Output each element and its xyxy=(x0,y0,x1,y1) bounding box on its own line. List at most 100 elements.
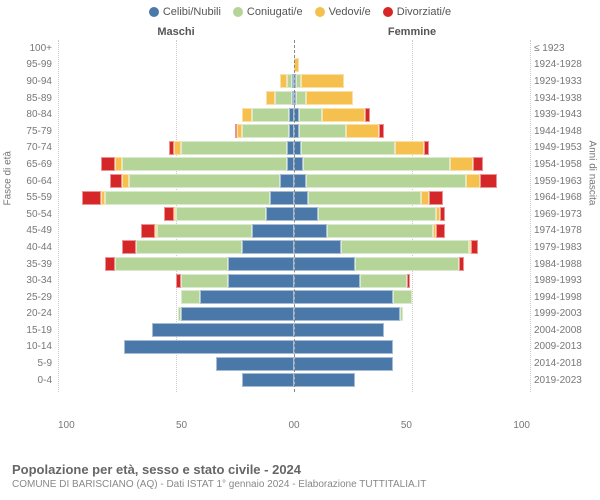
bar-segment xyxy=(429,191,443,205)
footer-title: Popolazione per età, sesso e stato civil… xyxy=(12,462,588,477)
legend-item: Divorziati/e xyxy=(383,6,451,18)
bar-segment xyxy=(318,207,436,221)
male-bar xyxy=(58,191,294,205)
x-tick: 50 xyxy=(176,420,187,434)
bar-segment xyxy=(400,307,402,321)
age-band-label: 85-89 xyxy=(8,93,52,104)
age-band-label: 45-49 xyxy=(8,225,52,236)
birth-year-label: 1924-1928 xyxy=(534,59,592,70)
bar-segment xyxy=(105,257,114,271)
birth-year-label: 1929-1933 xyxy=(534,76,592,87)
female-bar xyxy=(294,141,530,155)
female-bar xyxy=(294,91,530,105)
age-band-label: 40-44 xyxy=(8,242,52,253)
bar-segment xyxy=(181,274,228,288)
birth-year-label: 2009-2013 xyxy=(534,341,592,352)
chart-container: Celibi/NubiliConiugati/eVedovi/eDivorzia… xyxy=(0,0,600,500)
female-bar xyxy=(294,108,530,122)
bar-segment xyxy=(341,240,468,254)
male-bar xyxy=(58,141,294,155)
birth-year-label: 1969-1973 xyxy=(534,209,592,220)
male-bar xyxy=(58,108,294,122)
male-bar xyxy=(58,174,294,188)
birth-year-label: 1984-1988 xyxy=(534,259,592,270)
birth-year-label: ≤ 1923 xyxy=(534,43,592,54)
male-bar xyxy=(58,58,294,72)
bar-segment xyxy=(299,124,346,138)
bar-segment xyxy=(346,124,379,138)
bar-segment xyxy=(252,224,294,238)
birth-year-label: 1974-1978 xyxy=(534,225,592,236)
male-bar xyxy=(58,340,294,354)
bar-segment xyxy=(365,108,370,122)
birth-year-label: 1954-1958 xyxy=(534,159,592,170)
bar-segment xyxy=(294,373,355,387)
male-bar xyxy=(58,207,294,221)
bar-segment xyxy=(181,290,200,304)
bar-segment xyxy=(176,207,266,221)
female-bar xyxy=(294,323,530,337)
birth-year-label: 1994-1998 xyxy=(534,292,592,303)
bar-segment xyxy=(266,91,275,105)
bar-segment xyxy=(294,224,327,238)
bar-segment xyxy=(327,224,433,238)
bar-segment xyxy=(294,207,318,221)
bar-segment xyxy=(228,257,294,271)
bar-segment xyxy=(82,191,101,205)
age-band-label: 75-79 xyxy=(8,126,52,137)
bar-segment xyxy=(280,74,287,88)
birth-year-label: 1979-1983 xyxy=(534,242,592,253)
bar-segment xyxy=(115,157,122,171)
male-bar xyxy=(58,91,294,105)
legend-swatch xyxy=(233,7,243,17)
legend: Celibi/NubiliConiugati/eVedovi/eDivorzia… xyxy=(0,0,600,20)
bar-segment xyxy=(122,174,129,188)
legend-label: Vedovi/e xyxy=(329,6,371,18)
age-band-label: 100+ xyxy=(8,43,52,54)
legend-item: Vedovi/e xyxy=(315,6,371,18)
legend-label: Coniugati/e xyxy=(247,6,303,18)
bar-segment xyxy=(301,141,395,155)
bar-segment xyxy=(294,257,355,271)
pyramid-rows: 100+≤ 192395-991924-192890-941929-193385… xyxy=(58,40,530,392)
male-bar xyxy=(58,74,294,88)
bar-segment xyxy=(407,274,409,288)
x-axis-left: 100500 xyxy=(58,420,294,434)
bar-segment xyxy=(299,108,323,122)
female-bar xyxy=(294,207,530,221)
bar-segment xyxy=(306,91,353,105)
age-band-label: 95-99 xyxy=(8,59,52,70)
male-bar xyxy=(58,307,294,321)
legend-swatch xyxy=(149,7,159,17)
male-bar xyxy=(58,323,294,337)
male-bar xyxy=(58,157,294,171)
bar-segment xyxy=(136,240,242,254)
bar-segment xyxy=(181,141,287,155)
bar-segment xyxy=(322,108,364,122)
bar-segment xyxy=(294,240,341,254)
bar-segment xyxy=(294,141,301,155)
bar-segment xyxy=(287,141,294,155)
bar-segment xyxy=(436,224,445,238)
x-tick: 0 xyxy=(294,420,300,434)
bar-segment xyxy=(228,274,294,288)
female-bar xyxy=(294,41,530,55)
chart-area: Maschi Femmine 100+≤ 192395-991924-19289… xyxy=(58,26,530,420)
bar-segment xyxy=(296,91,305,105)
age-band-label: 15-19 xyxy=(8,325,52,336)
bar-segment xyxy=(105,191,270,205)
header-male: Maschi xyxy=(58,26,294,38)
bar-segment xyxy=(294,157,303,171)
age-band-label: 70-74 xyxy=(8,142,52,153)
bar-segment xyxy=(379,124,384,138)
female-bar xyxy=(294,290,530,304)
bar-segment xyxy=(440,207,445,221)
male-bar xyxy=(58,357,294,371)
birth-year-label: 2014-2018 xyxy=(534,358,592,369)
bar-segment xyxy=(294,174,306,188)
bar-segment xyxy=(294,274,360,288)
age-band-label: 50-54 xyxy=(8,209,52,220)
bar-segment xyxy=(301,74,343,88)
male-bar xyxy=(58,257,294,271)
bar-segment xyxy=(424,141,429,155)
